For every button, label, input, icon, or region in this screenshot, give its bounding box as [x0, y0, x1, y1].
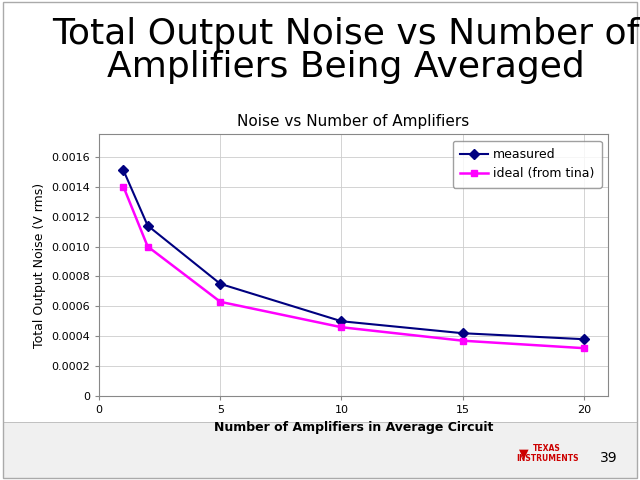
ideal (from tina) — [459, 338, 467, 344]
Title: Noise vs Number of Amplifiers: Noise vs Number of Amplifiers — [237, 114, 470, 129]
Y-axis label: Total Output Noise (V rms): Total Output Noise (V rms) — [33, 182, 46, 348]
Text: Total Output Noise vs Number of: Total Output Noise vs Number of — [52, 17, 639, 51]
X-axis label: Number of Amplifiers in Average Circuit: Number of Amplifiers in Average Circuit — [214, 420, 493, 433]
Text: TEXAS
INSTRUMENTS: TEXAS INSTRUMENTS — [516, 444, 579, 463]
Bar — [3, 422, 637, 478]
ideal (from tina) — [580, 345, 588, 351]
measured — [120, 168, 127, 173]
Text: 39: 39 — [600, 451, 618, 466]
measured — [338, 318, 346, 324]
ideal (from tina) — [338, 324, 346, 330]
Text: Amplifiers Being Averaged: Amplifiers Being Averaged — [107, 50, 584, 84]
measured — [144, 223, 152, 228]
measured — [459, 330, 467, 336]
Legend: measured, ideal (from tina): measured, ideal (from tina) — [453, 141, 602, 188]
measured — [216, 281, 224, 287]
ideal (from tina) — [216, 299, 224, 305]
Line: ideal (from tina): ideal (from tina) — [120, 183, 588, 352]
measured — [580, 336, 588, 342]
ideal (from tina) — [120, 184, 127, 190]
ideal (from tina) — [144, 244, 152, 250]
Text: ▼: ▼ — [518, 447, 529, 460]
Line: measured: measured — [120, 167, 588, 343]
